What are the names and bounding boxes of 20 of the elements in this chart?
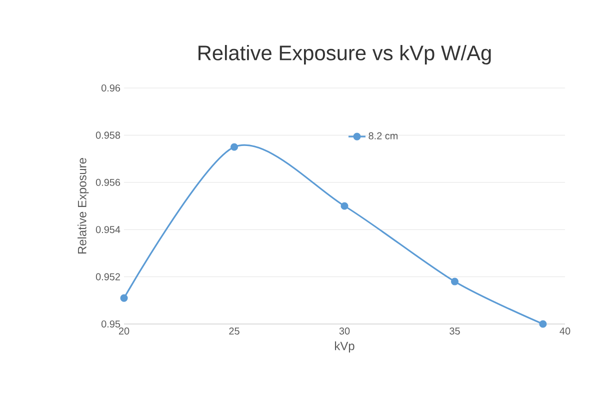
- x-tick-label: 25: [229, 328, 240, 335]
- point: [120, 294, 128, 302]
- point: [230, 143, 238, 151]
- point: [539, 320, 547, 328]
- y-tick-label: 0.952: [96, 273, 120, 280]
- x-tick-label: 20: [118, 328, 130, 335]
- y-tick-label: 0.96: [101, 84, 120, 92]
- y-tick-label: 0.958: [96, 132, 120, 139]
- x-tick-label: 30: [339, 328, 350, 335]
- point: [340, 202, 348, 210]
- x-tick-label: 40: [560, 328, 570, 335]
- x-tick-label: 35: [450, 328, 460, 335]
- y-tick-label: 0.956: [96, 178, 120, 186]
- chart-title: Relative Exposure vs kVp W/Ag: [198, 45, 491, 64]
- y-axis-title: Relative Exposure: [78, 158, 89, 254]
- y-tick-label: 0.954: [96, 226, 120, 234]
- legend-label: 8.2 cm: [368, 132, 398, 140]
- point: [450, 278, 459, 286]
- y-tick-label: 0.95: [101, 320, 120, 328]
- x-axis-title: kVp: [335, 341, 354, 353]
